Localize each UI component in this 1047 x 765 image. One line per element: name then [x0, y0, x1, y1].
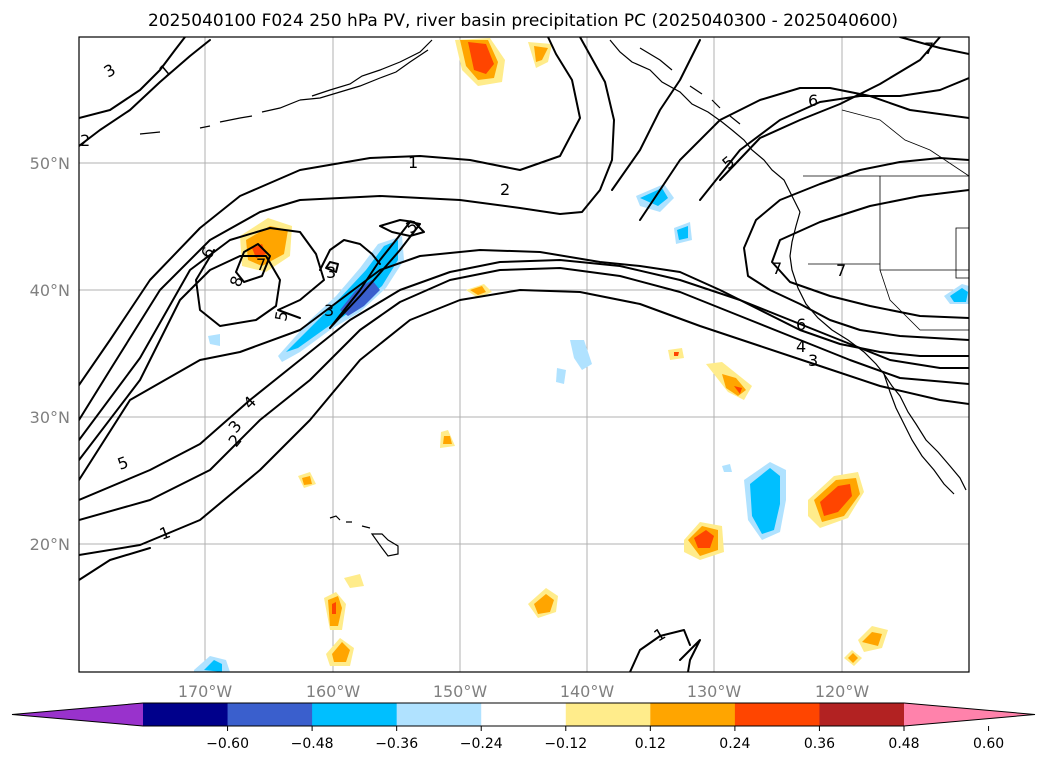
colorbar-tick-label: 0.60 — [973, 736, 1004, 752]
contour-label: 2 — [500, 180, 510, 199]
colorbar-segment — [143, 703, 229, 726]
lat-label: 50°N — [30, 154, 70, 173]
latitude-labels: 50°N 40°N 30°N 20°N — [30, 154, 70, 554]
colorbar-segment — [481, 703, 567, 726]
lon-label: 150°W — [433, 682, 488, 701]
colorbar-segment — [227, 703, 313, 726]
colorbar-segment — [312, 703, 398, 726]
colorbar-segment — [565, 703, 651, 726]
contour-label: 7 — [772, 259, 782, 278]
colorbar-tick-label: −0.60 — [206, 736, 249, 752]
contour-label: 7 — [256, 255, 266, 274]
contour-label: 3 — [808, 351, 818, 370]
colorbar: −0.60 −0.48 −0.36 −0.24 −0.12 0.12 0.24 0.36 0.4… — [11, 702, 1036, 752]
colorbar-tick-label: −0.48 — [291, 736, 334, 752]
map-area: 3 1 2 1 2 5 6 7 6 8 5 7 3 3 5 2 4 3 7 7 … — [79, 37, 969, 672]
contour-label: 3 — [326, 263, 336, 282]
lon-label: 140°W — [560, 682, 615, 701]
colorbar-extend-high — [904, 703, 1035, 726]
colorbar-tick-label: 0.12 — [635, 736, 666, 752]
lon-label: 160°W — [306, 682, 361, 701]
contour-label: 2 — [80, 131, 90, 150]
colorbar-tick-label: 0.36 — [804, 736, 835, 752]
colorbar-tick-label: 0.24 — [719, 736, 750, 752]
lat-label: 40°N — [30, 281, 70, 300]
pv-contours — [79, 37, 969, 672]
colorbar-outline — [11, 702, 1036, 727]
lat-label: 30°N — [30, 408, 70, 427]
contour-label: 6 — [808, 91, 818, 110]
colorbar-tick-label: −0.24 — [460, 736, 503, 752]
figure-title: 2025040100 F024 250 hPa PV, river basin … — [148, 11, 898, 31]
contour-label: 7 — [836, 261, 846, 280]
contour-label: 1 — [408, 153, 418, 172]
contour-label: 7 — [924, 39, 934, 58]
colorbar-tick-label: −0.36 — [375, 736, 418, 752]
colorbar-tick-label: −0.12 — [544, 736, 587, 752]
gridlines — [79, 37, 969, 672]
longitude-labels: 170°W 160°W 150°W 140°W 130°W 120°W — [178, 682, 870, 701]
lat-label: 20°N — [30, 535, 70, 554]
coastlines — [139, 39, 967, 557]
lon-label: 130°W — [687, 682, 742, 701]
colorbar-segment — [819, 703, 905, 726]
colorbar-segment — [650, 703, 736, 726]
contour-label: 6 — [796, 315, 806, 334]
colorbar-segment — [396, 703, 482, 726]
contour-label: 4 — [796, 337, 806, 356]
map-frame — [78, 36, 970, 673]
colorbar-tick-label: 0.48 — [888, 736, 919, 752]
colorbar-extend-low — [12, 703, 143, 726]
contour-label: 5 — [271, 309, 291, 322]
lon-label: 120°W — [815, 682, 870, 701]
colorbar-segment — [734, 703, 820, 726]
contour-label: 3 — [324, 301, 334, 320]
lon-label: 170°W — [178, 682, 233, 701]
